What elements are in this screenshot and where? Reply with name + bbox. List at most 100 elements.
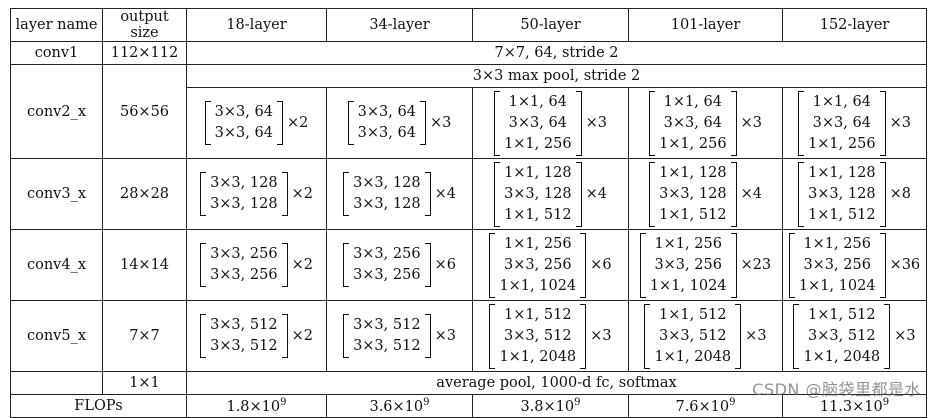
layer-name-cell: conv5_x <box>10 300 103 372</box>
block-cell: 1×1, 256 3×3, 256 1×1, 1024 ×36 <box>782 229 927 301</box>
repeat-count: ×2 <box>291 257 313 273</box>
block-line: 3×3, 512 <box>210 317 278 333</box>
block-line: 3×3, 128 <box>353 196 421 212</box>
bracket-matrix: 1×1, 64 3×3, 64 1×1, 256 <box>494 90 582 156</box>
block-spec: 1×1, 128 3×3, 128 1×1, 512 ×4 <box>494 161 607 227</box>
block-line: 1×1, 128 <box>504 164 572 181</box>
block-line: 3×3, 512 <box>353 338 421 354</box>
bracket-matrix: 1×1, 256 3×3, 256 1×1, 1024 <box>639 232 737 298</box>
repeat-count: ×2 <box>291 328 313 344</box>
conv1-spec-cell: 7×7, 64, stride 2 <box>186 41 927 65</box>
block-spec: 3×3, 64 3×3, 64 ×3 <box>347 101 451 145</box>
stage-row: 3×3, 64 3×3, 64 ×2 3×3, 64 3×3, 64 ×3 1×1, 64 3… <box>11 87 927 159</box>
bracket-matrix: 3×3, 512 3×3, 512 <box>200 314 288 358</box>
block-cell: 1×1, 128 3×3, 128 1×1, 512 ×4 <box>628 158 783 230</box>
block-spec: 1×1, 128 3×3, 128 1×1, 512 ×8 <box>798 161 911 227</box>
maxpool-row: conv2_x 56×56 3×3 max pool, stride 2 <box>10 64 927 159</box>
block-cell: 1×1, 512 3×3, 512 1×1, 2048 ×3 <box>472 300 629 372</box>
block-line: 3×3, 128 <box>808 185 876 202</box>
resnet-architecture-table: layer name output size 18-layer 34-layer… <box>10 8 927 418</box>
flops-cell: 3.8×109 <box>472 394 629 418</box>
block-cell: 3×3, 256 3×3, 256 ×6 <box>326 229 473 301</box>
repeat-count: ×8 <box>889 186 911 202</box>
block-line: 1×1, 128 <box>659 164 727 181</box>
block-line: 1×1, 64 <box>508 93 567 110</box>
bracket-matrix: 1×1, 512 3×3, 512 1×1, 2048 <box>489 303 586 369</box>
bracket-matrix: 1×1, 128 3×3, 128 1×1, 512 <box>649 161 737 227</box>
header-cell: layer name <box>10 8 103 42</box>
block-line: 3×3, 512 <box>210 338 278 354</box>
flops-base: 3.8×10 <box>520 398 575 415</box>
block-line: 1×1, 256 <box>654 235 722 252</box>
block-spec: 3×3, 512 3×3, 512 ×2 <box>200 314 313 358</box>
output-size-cell: 7×7 <box>102 300 187 372</box>
block-cell: 3×3, 512 3×3, 512 ×3 <box>326 300 473 372</box>
output-size-cell: 1×1 <box>102 371 187 395</box>
bracket-matrix: 3×3, 128 3×3, 128 <box>200 172 288 216</box>
flops-exponent: 9 <box>574 397 581 409</box>
block-spec: 1×1, 64 3×3, 64 1×1, 256 ×3 <box>494 90 607 156</box>
block-cell: 3×3, 128 3×3, 128 ×4 <box>326 158 473 230</box>
repeat-count: ×6 <box>590 257 612 273</box>
header-cell: 34-layer <box>326 8 473 42</box>
block-spec: 3×3, 256 3×3, 256 ×2 <box>200 243 313 287</box>
layer-name-cell: conv3_x <box>10 158 103 230</box>
block-line: 1×1, 1024 <box>798 277 876 294</box>
block-spec: 1×1, 512 3×3, 512 1×1, 2048 ×3 <box>489 303 612 369</box>
bracket-matrix: 1×1, 64 3×3, 64 1×1, 256 <box>649 90 737 156</box>
bracket-matrix: 1×1, 512 3×3, 512 1×1, 2048 <box>644 303 741 369</box>
block-spec: 1×1, 256 3×3, 256 1×1, 1024 ×6 <box>489 232 612 298</box>
block-line: 3×3, 512 <box>659 327 727 344</box>
flops-base: 11.3×10 <box>819 398 883 415</box>
header-cell: 152-layer <box>782 8 927 42</box>
block-cell: 3×3, 64 3×3, 64 ×3 <box>326 87 473 159</box>
flops-label-cell: FLOPs <box>10 394 187 418</box>
watermark: CSDN @脑袋里都是水 <box>752 380 921 399</box>
block-line: 1×1, 1024 <box>499 277 577 294</box>
layer-name-cell: conv4_x <box>10 229 103 301</box>
block-spec: 1×1, 64 3×3, 64 1×1, 256 ×3 <box>798 90 911 156</box>
block-line: 3×3, 256 <box>210 246 278 262</box>
block-cell: 1×1, 512 3×3, 512 1×1, 2048 ×3 <box>628 300 783 372</box>
bracket-matrix: 3×3, 256 3×3, 256 <box>343 243 431 287</box>
flops-exponent: 9 <box>882 397 890 409</box>
block-spec: 1×1, 128 3×3, 128 1×1, 512 ×4 <box>649 161 762 227</box>
block-line: 1×1, 256 <box>659 135 727 152</box>
block-line: 1×1, 64 <box>812 93 871 110</box>
output-size-cell: 56×56 <box>102 64 187 159</box>
block-line: 3×3, 256 <box>353 246 421 262</box>
block-line: 1×1, 2048 <box>654 348 732 365</box>
block-line: 3×3, 128 <box>504 185 572 202</box>
flops-exponent: 9 <box>729 397 736 409</box>
header-cell: 101-layer <box>628 8 783 42</box>
empty-cell <box>10 371 103 395</box>
flops-base: 1.8×10 <box>226 398 281 415</box>
repeat-count: ×2 <box>291 186 313 202</box>
block-line: 1×1, 256 <box>504 235 572 252</box>
conv1-row: conv1 112×112 7×7, 64, stride 2 <box>10 41 927 65</box>
block-cell: 3×3, 512 3×3, 512 ×2 <box>186 300 327 372</box>
block-spec: 1×1, 256 3×3, 256 1×1, 1024 ×23 <box>639 232 772 298</box>
block-line: 3×3, 64 <box>663 114 722 131</box>
block-cell: 1×1, 512 3×3, 512 1×1, 2048 ×3 <box>782 300 927 372</box>
maxpool-spec-cell: 3×3 max pool, stride 2 <box>186 64 927 88</box>
bracket-matrix: 3×3, 64 3×3, 64 <box>204 101 284 145</box>
layer-name-cell: conv1 <box>10 41 103 65</box>
output-size-cell: 28×28 <box>102 158 187 230</box>
flops-cell: 1.8×109 <box>186 394 327 418</box>
bracket-matrix: 3×3, 64 3×3, 64 <box>347 101 427 145</box>
block-line: 1×1, 2048 <box>803 348 881 365</box>
block-spec: 3×3, 128 3×3, 128 ×2 <box>200 172 313 216</box>
stage-row: conv3_x 28×28 3×3, 128 3×3, 128 ×2 3×3, 128… <box>10 158 927 230</box>
final-spec-cell: average pool, 1000-d fc, softmax <box>186 371 927 395</box>
block-line: 3×3, 64 <box>812 114 871 131</box>
bracket-matrix: 1×1, 128 3×3, 128 1×1, 512 <box>798 161 886 227</box>
repeat-count: ×23 <box>740 257 772 273</box>
bracket-matrix: 3×3, 256 3×3, 256 <box>200 243 288 287</box>
block-line: 3×3, 128 <box>210 175 278 191</box>
block-line: 1×1, 512 <box>659 306 727 323</box>
repeat-count: ×3 <box>590 328 612 344</box>
block-cell: 1×1, 64 3×3, 64 1×1, 256 ×3 <box>472 87 629 159</box>
repeat-count: ×3 <box>585 115 607 131</box>
bracket-matrix: 1×1, 128 3×3, 128 1×1, 512 <box>494 161 582 227</box>
